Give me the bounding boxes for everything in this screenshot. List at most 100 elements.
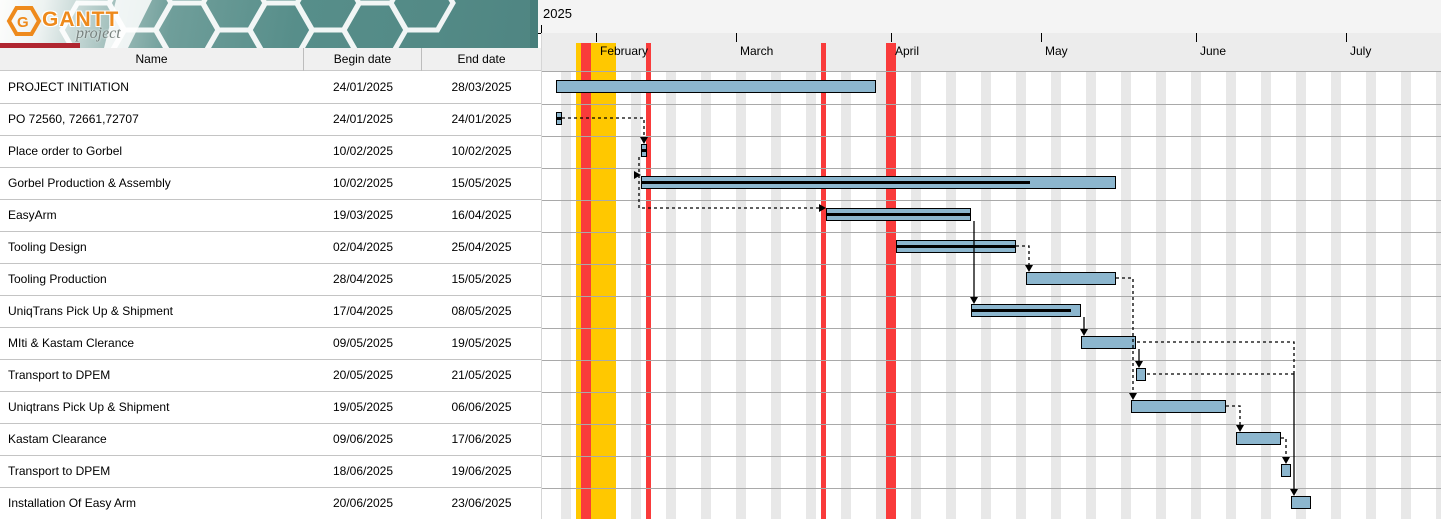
weekend-stripe [631, 72, 636, 519]
weekend-stripe [1191, 72, 1196, 519]
task-end-date-cell: 19/06/2025 [451, 464, 512, 478]
grid-line [541, 360, 1441, 361]
task-begin-date-cell: 28/04/2025 [332, 272, 394, 286]
task-begin-date-cell: 10/02/2025 [332, 144, 394, 158]
task-row[interactable]: PROJECT INITIATION 24/01/2025 28/03/2025 [0, 72, 541, 104]
task-name-cell: Tooling Production [8, 272, 107, 286]
task-bar[interactable] [556, 112, 562, 125]
grid-line [541, 168, 1441, 169]
task-bar[interactable] [896, 240, 1016, 253]
task-bar[interactable] [1026, 272, 1116, 285]
task-name-cell: Kastam Clearance [8, 432, 107, 446]
task-row[interactable]: PO 72560, 72661,72707 24/01/2025 24/01/202… [0, 104, 541, 136]
task-table-body: PROJECT INITIATION 24/01/2025 28/03/2025 PO… [0, 72, 541, 519]
task-row[interactable]: Uniqtrans Pick Up & Shipment 19/05/2025 06… [0, 392, 541, 424]
task-end-date-cell: 16/04/2025 [451, 208, 512, 222]
task-begin-date-cell: 09/06/2025 [332, 432, 394, 446]
task-row[interactable]: UniqTrans Pick Up & Shipment 17/04/2025 08… [0, 296, 541, 328]
month-tick [1346, 33, 1347, 42]
task-bar[interactable] [641, 144, 647, 157]
weekend-stripe [671, 72, 676, 519]
month-label: February [600, 44, 649, 58]
task-row[interactable]: Transport to DPEM 18/06/2025 19/06/2025 [0, 456, 541, 488]
task-name-cell: MIti & Kastam Clerance [8, 336, 135, 350]
dependency-arrowhead [1135, 361, 1143, 368]
task-row[interactable]: Installation Of Easy Arm 20/06/2025 23/06/… [0, 488, 541, 519]
grid-line [541, 136, 1441, 137]
grid-line [541, 264, 1441, 265]
dependency-connectors [562, 117, 1298, 496]
task-bar[interactable] [1291, 496, 1311, 509]
task-bar[interactable] [1136, 368, 1146, 381]
task-row[interactable]: Transport to DPEM 20/05/2025 21/05/2025 [0, 360, 541, 392]
ganttproject-logo: G GANTT project [6, 4, 166, 44]
task-bar[interactable] [641, 176, 1116, 189]
weekend-stripe [981, 72, 986, 519]
gantt-chart-pane: February March April May June July [541, 0, 1441, 519]
weekend-stripe [1406, 72, 1411, 519]
weekend-stripe [1331, 72, 1336, 519]
grid-line [541, 456, 1441, 457]
weekend-stripe [806, 72, 811, 519]
weekend-stripe [1086, 72, 1091, 519]
weekend-stripe [911, 72, 916, 519]
month-label: May [1045, 44, 1068, 58]
task-bar[interactable] [1236, 432, 1281, 445]
task-end-date-cell: 17/06/2025 [451, 432, 512, 446]
task-row[interactable]: Tooling Design 02/04/2025 25/04/2025 [0, 232, 541, 264]
task-name-cell: Gorbel Production & Assembly [8, 176, 171, 190]
task-begin-date-cell: 10/02/2025 [332, 176, 394, 190]
dependency-arrowhead [1282, 457, 1290, 464]
holiday-stripe [821, 43, 826, 519]
weekend-stripe [566, 72, 571, 519]
white-wedge [104, 0, 152, 48]
task-bar[interactable] [1131, 400, 1226, 413]
app-banner: G GANTT project [0, 0, 538, 87]
task-row[interactable]: Kastam Clearance 09/06/2025 17/06/2025 [0, 424, 541, 456]
column-header-begin[interactable]: Begin date [304, 48, 422, 71]
task-name-cell: EasyArm [8, 208, 57, 222]
task-bar[interactable] [1081, 336, 1136, 349]
task-name-cell: PROJECT INITIATION [8, 80, 129, 94]
task-name-cell: Installation Of Easy Arm [8, 496, 137, 510]
task-name-cell: Tooling Design [8, 240, 87, 254]
year-tick [541, 25, 542, 33]
holiday-stripe [646, 43, 651, 519]
banner-red-bar [0, 43, 80, 48]
grid-line [541, 71, 1441, 72]
task-progress-line [972, 309, 1072, 312]
weekend-stripe [771, 72, 776, 519]
task-bar[interactable] [971, 304, 1081, 317]
weekend-stripe [741, 72, 746, 519]
month-label: March [740, 44, 774, 58]
weekend-stripe [1226, 72, 1231, 519]
task-end-date-cell: 21/05/2025 [451, 368, 512, 382]
task-row[interactable]: Tooling Production 28/04/2025 15/05/2025 [0, 264, 541, 296]
weekend-stripe [776, 72, 781, 519]
task-row[interactable]: Gorbel Production & Assembly 10/02/2025 15… [0, 168, 541, 200]
task-end-date-cell: 23/06/2025 [451, 496, 512, 510]
month-tick [891, 33, 892, 42]
timeline-year-row: 2025 [538, 0, 1441, 33]
task-progress-line [827, 213, 970, 216]
task-row[interactable]: Place order to Gorbel 10/02/2025 10/02/202… [0, 136, 541, 168]
weekend-stripe [881, 72, 886, 519]
weekend-stripe [1196, 72, 1201, 519]
column-header-end[interactable]: End date [457, 52, 506, 66]
task-end-date-cell: 24/01/2025 [451, 112, 512, 126]
task-bar[interactable] [556, 80, 876, 93]
weekend-stripe [1366, 72, 1371, 519]
task-bar[interactable] [1281, 464, 1291, 477]
weekend-stripe [636, 72, 641, 519]
task-bar[interactable] [826, 208, 971, 221]
holiday-stripe [886, 43, 896, 519]
task-row[interactable]: EasyArm 19/03/2025 16/04/2025 [0, 200, 541, 232]
svg-text:G: G [17, 14, 29, 31]
column-header-name[interactable]: Name [0, 48, 304, 71]
weekend-stripe [951, 72, 956, 519]
month-tick [1041, 33, 1042, 42]
weekend-stripe [846, 72, 851, 519]
task-row[interactable]: MIti & Kastam Clerance 09/05/2025 19/05/20… [0, 328, 541, 360]
dependency-arrowhead [1236, 425, 1244, 432]
